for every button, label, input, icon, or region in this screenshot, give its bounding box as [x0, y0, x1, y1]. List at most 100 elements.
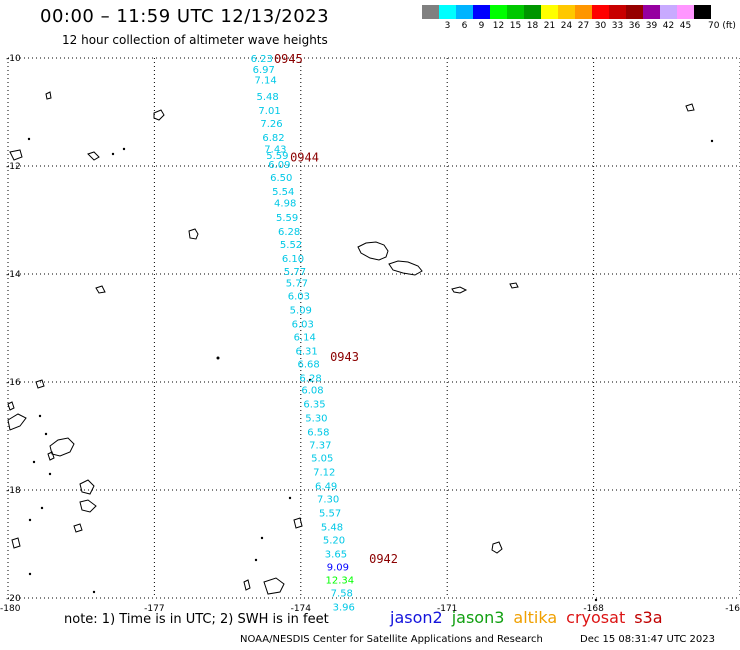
wave-height-label: 5.57 [319, 509, 341, 520]
wave-height-label: 6.03 [292, 320, 314, 331]
wave-height-colorbar: 3 6 9 12 15 18 21 24 27 30 33 36 39 42 45 70 (ft) [422, 5, 736, 33]
coastline-island-j [47, 451, 55, 461]
coastline-tonga-a [293, 517, 303, 529]
wave-height-label: 6.28 [299, 374, 321, 385]
wave-height-label: 4.98 [274, 199, 296, 210]
x-tick-label: -177 [144, 604, 164, 614]
wave-height-label: 5.20 [323, 536, 345, 547]
x-tick-label: -171 [437, 604, 457, 614]
wave-height-label: 5.59 [276, 213, 298, 224]
wave-height-label: 7.26 [260, 119, 282, 130]
y-tick-label: -10 [6, 54, 21, 64]
wave-height-label: 5.48 [321, 523, 343, 534]
coastline-island-e [9, 149, 23, 161]
coastline-fiji-b [7, 413, 27, 431]
wave-height-label: 5.52 [280, 240, 302, 251]
coastline-island-c [95, 285, 106, 294]
colorbar-swatch [660, 5, 677, 19]
pass-time-label: 0945 [274, 52, 303, 66]
legend-entry-jason2: jason2 [390, 608, 443, 627]
colorbar-swatch [558, 5, 575, 19]
colorbar-swatch [507, 5, 524, 19]
pass-time-label: 0943 [330, 350, 359, 364]
colorbar-swatch [575, 5, 592, 19]
colorbar-swatch [422, 5, 439, 19]
pass-time-label: 0942 [369, 552, 398, 566]
coastline-tonga-b [263, 577, 285, 595]
wave-height-label: 6.14 [294, 333, 316, 344]
y-tick-label: -16 [6, 378, 21, 388]
wave-height-label: 6.49 [315, 482, 337, 493]
wave-height-label: 6.03 [288, 292, 310, 303]
pass-time-label: 0944 [290, 150, 319, 164]
colorbar-tick-label: 3 [444, 21, 451, 31]
footer-credit: NOAA/NESDIS Center for Satellite Applica… [240, 634, 543, 645]
colorbar-swatch [456, 5, 473, 19]
colorbar-labels: 3 6 9 12 15 18 21 24 27 30 33 36 39 42 45 [422, 19, 711, 33]
x-tick-label: -168 [583, 604, 604, 614]
coastline-island-k [73, 523, 83, 533]
wave-height-label: 5.09 [290, 306, 312, 317]
map-grid [7, 57, 740, 599]
coastlines [7, 91, 695, 595]
wave-height-label: 6.09 [268, 160, 290, 171]
wave-height-label: 3.96 [333, 603, 355, 614]
colorbar-tick-label: 39 [645, 21, 658, 31]
coastline-island-b [451, 286, 468, 294]
coastline-island-m [35, 379, 45, 389]
colorbar-swatch [439, 5, 456, 19]
coastline-samoa-savaii [357, 241, 389, 261]
map-title: 00:00 – 11:59 UTC 12/13/2023 [40, 6, 330, 27]
coastline-island-f [45, 91, 52, 100]
colorbar-tick-label: 33 [611, 21, 624, 31]
colorbar-swatch [694, 5, 711, 19]
colorbar-swatch [473, 5, 490, 19]
colorbar-tick-label: 24 [560, 21, 573, 31]
coastline-island-n [509, 282, 519, 289]
colorbar-swatch [490, 5, 507, 19]
legend-entry-cryosat: cryosat [566, 608, 626, 627]
coastline-samoa-upolu [388, 260, 423, 276]
coastline-fiji-a [49, 437, 75, 457]
wave-height-label: 6.31 [296, 347, 318, 358]
colorbar-tick-label: 21 [543, 21, 556, 31]
coastline-island-d [87, 151, 100, 161]
wave-height-label: 5.77 [286, 279, 308, 290]
legend-entry-jason3: jason3 [451, 608, 505, 627]
colorbar-swatches [422, 5, 711, 19]
colorbar-tick-label: 36 [628, 21, 641, 31]
coastline-island-h [491, 541, 503, 554]
coastline-wallis [188, 228, 199, 240]
colorbar-tick-label: 42 [662, 21, 675, 31]
wave-height-label: 6.58 [307, 428, 329, 439]
coastline-island-l [7, 401, 15, 411]
legend-entry-altika: altika [513, 608, 558, 627]
wave-height-label: 7.14 [255, 76, 277, 87]
satellite-legend: jason2 jason3 altika cryosat s3a [390, 608, 672, 627]
wave-height-label: 5.54 [272, 187, 294, 198]
wave-height-label: 9.09 [327, 563, 349, 574]
wave-height-label: 6.08 [301, 386, 323, 397]
wave-height-label: 5.48 [256, 92, 278, 103]
colorbar-swatch [541, 5, 558, 19]
wave-height-label: 7.30 [317, 495, 339, 506]
wave-height-label: 5.59 [266, 151, 288, 162]
wave-height-label: 7.58 [331, 589, 353, 600]
coastline-fiji-c [79, 479, 95, 495]
wave-height-label: 5.30 [305, 414, 327, 425]
colorbar-swatch [524, 5, 541, 19]
footer-timestamp: Dec 15 08:31:47 UTC 2023 [580, 634, 715, 645]
x-tick-label: -180 [0, 604, 21, 614]
y-tick-label: -12 [6, 162, 21, 172]
wave-height-label: 6.97 [253, 65, 275, 76]
coastline-fiji-d [79, 499, 97, 513]
coastline-island-a [153, 109, 165, 121]
y-tick-label: -20 [6, 594, 21, 604]
wave-height-label: 7.01 [258, 106, 280, 117]
wave-height-label: 7.12 [313, 468, 335, 479]
wave-height-label: 6.68 [297, 360, 319, 371]
wave-height-label: 5.77 [284, 267, 306, 278]
altimeter-track: 6.236.977.145.487.017.266.827.435.596.09… [251, 54, 355, 614]
small-islands [27, 137, 714, 602]
